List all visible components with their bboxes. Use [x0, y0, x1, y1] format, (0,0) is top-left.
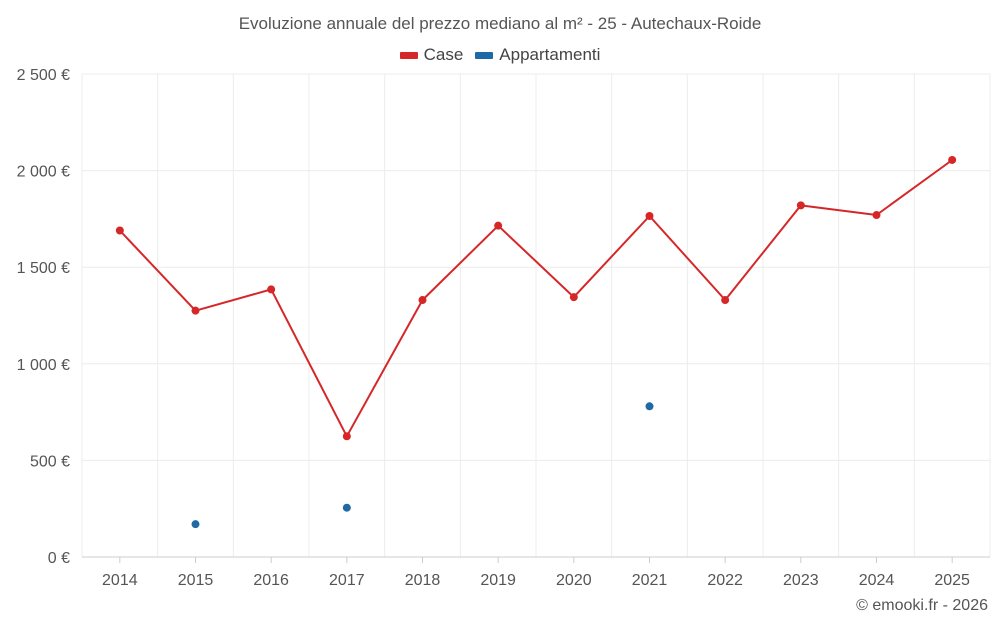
- y-tick-label: 2 000 €: [17, 164, 70, 181]
- x-tick-label: 2020: [556, 572, 592, 589]
- chart-legend: Case Appartamenti: [0, 45, 1000, 65]
- y-tick-label: 2 500 €: [17, 67, 70, 84]
- x-tick-label: 2018: [405, 572, 441, 589]
- legend-label-appartamenti: Appartamenti: [499, 45, 601, 64]
- legend-item-case[interactable]: Case: [399, 45, 464, 65]
- series-line-case: [119, 159, 953, 438]
- data-point-case[interactable]: [191, 306, 200, 315]
- credit-text: © emooki.fr - 2026: [856, 597, 988, 614]
- x-tick-label: 2021: [632, 572, 668, 589]
- data-point-appartamenti[interactable]: [645, 402, 654, 411]
- data-point-appartamenti[interactable]: [191, 520, 200, 529]
- data-point-case[interactable]: [569, 293, 578, 302]
- data-point-case[interactable]: [418, 296, 427, 305]
- chart-title: Evoluzione annuale del prezzo mediano al…: [238, 14, 762, 33]
- legend-label-case: Case: [423, 45, 464, 64]
- x-tick-label: 2014: [102, 572, 138, 589]
- x-tick-label: 2019: [480, 572, 516, 589]
- data-point-case[interactable]: [267, 285, 276, 294]
- data-point-case[interactable]: [721, 296, 730, 305]
- data-point-case[interactable]: [645, 212, 654, 221]
- x-tick-label: 2025: [934, 572, 970, 589]
- data-point-case[interactable]: [948, 155, 957, 164]
- y-tick-label: 500 €: [30, 453, 70, 470]
- y-tick-label: 0 €: [48, 550, 70, 567]
- data-point-case[interactable]: [115, 226, 124, 235]
- legend-swatch-appartamenti: [475, 51, 494, 59]
- x-tick-label: 2016: [253, 572, 289, 589]
- data-point-case[interactable]: [342, 432, 351, 441]
- x-tick-label: 2017: [329, 572, 365, 589]
- legend-swatch-case: [399, 51, 418, 59]
- y-tick-label: 1 500 €: [17, 260, 70, 277]
- x-tick-label: 2022: [707, 572, 743, 589]
- data-point-appartamenti[interactable]: [342, 503, 351, 512]
- data-point-case[interactable]: [872, 211, 881, 220]
- x-tick-label: 2015: [178, 572, 214, 589]
- legend-item-appartamenti[interactable]: Appartamenti: [475, 45, 600, 65]
- x-tick-label: 2023: [783, 572, 819, 589]
- y-tick-label: 1 000 €: [17, 357, 70, 374]
- x-tick-label: 2024: [859, 572, 895, 589]
- data-point-case[interactable]: [494, 221, 503, 230]
- data-point-case[interactable]: [796, 201, 805, 210]
